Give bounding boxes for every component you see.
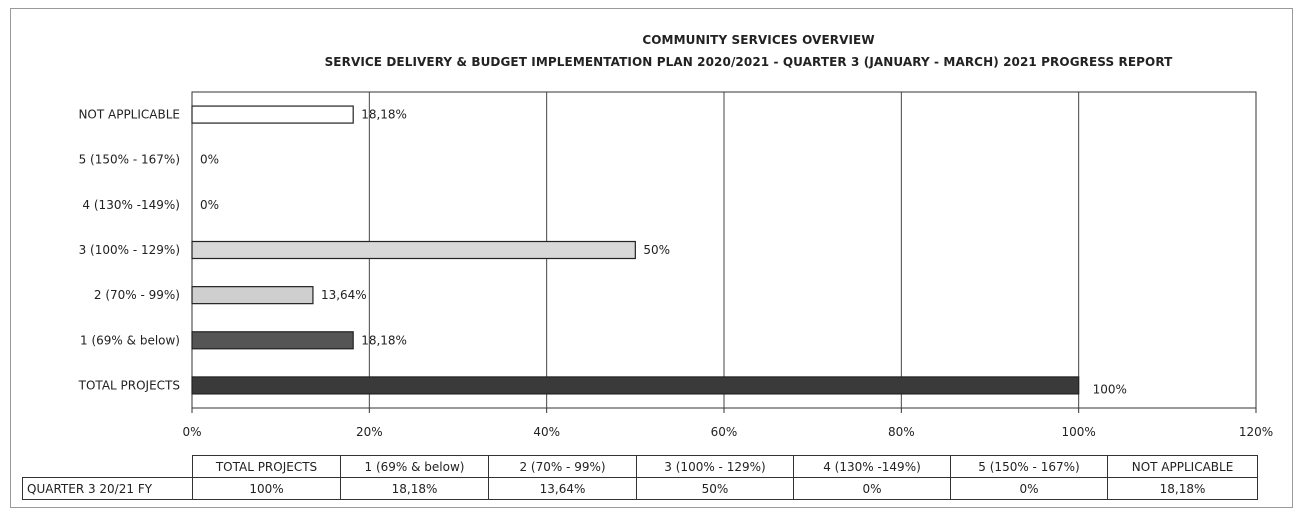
table-cell: 50% bbox=[636, 477, 794, 500]
bar-chart: NOT APPLICABLE 5 (150% - 167%) 4 (130% -14… bbox=[78, 91, 1273, 439]
chart-title: COMMUNITY SERVICES OVERVIEW bbox=[642, 33, 875, 47]
grid-lines bbox=[191, 91, 1257, 413]
data-table: TOTAL PROJECTS 1 (69% & below) 2 (70% - … bbox=[22, 455, 1258, 500]
chart-subtitle: SERVICE DELIVERY & BUDGET IMPLEMENTATION… bbox=[324, 55, 1173, 69]
table-header: 4 (130% -149%) bbox=[793, 455, 951, 478]
category-labels: NOT APPLICABLE 5 (150% - 167%) 4 (130% -14… bbox=[78, 108, 180, 393]
bar bbox=[191, 105, 354, 124]
table-header: 5 (150% - 167%) bbox=[950, 455, 1108, 478]
table-header: 1 (69% & below) bbox=[340, 455, 489, 478]
bar bbox=[191, 376, 1080, 395]
data-label: 0% bbox=[200, 198, 219, 212]
category-label: 1 (69% & below) bbox=[80, 333, 180, 347]
x-tick-label: 40% bbox=[533, 425, 560, 439]
table-cell: 0% bbox=[950, 477, 1108, 500]
x-tick-label: 20% bbox=[356, 425, 383, 439]
data-label: 100% bbox=[1093, 382, 1127, 396]
table-cell: 0% bbox=[793, 477, 951, 500]
x-tick-label: 120% bbox=[1239, 425, 1273, 439]
table-header: 2 (70% - 99%) bbox=[488, 455, 637, 478]
data-label: 13,64% bbox=[321, 288, 367, 302]
table-cell: 18,18% bbox=[1107, 477, 1258, 500]
x-tick-label: 60% bbox=[711, 425, 738, 439]
data-label: 0% bbox=[200, 153, 219, 167]
category-label: TOTAL PROJECTS bbox=[78, 378, 180, 392]
x-tick-label: 100% bbox=[1062, 425, 1096, 439]
table-header: TOTAL PROJECTS bbox=[192, 455, 341, 478]
table-header: NOT APPLICABLE bbox=[1107, 455, 1258, 478]
table-cell: 100% bbox=[192, 477, 341, 500]
table-cell: 18,18% bbox=[340, 477, 489, 500]
table-row: QUARTER 3 20/21 FY 100% 18,18% 13,64% 50… bbox=[22, 477, 1258, 500]
table-cell: 13,64% bbox=[488, 477, 637, 500]
bar bbox=[191, 240, 636, 260]
data-label: 18,18% bbox=[361, 333, 407, 347]
category-label: 5 (150% - 167%) bbox=[79, 153, 180, 167]
x-tick-label: 80% bbox=[888, 425, 915, 439]
bar bbox=[191, 331, 354, 350]
chart-frame bbox=[10, 8, 1293, 508]
category-label: NOT APPLICABLE bbox=[78, 108, 180, 122]
data-label: 50% bbox=[643, 243, 670, 257]
category-label: 4 (130% -149%) bbox=[82, 198, 180, 212]
category-label: 3 (100% - 129%) bbox=[79, 243, 180, 257]
table-corner bbox=[23, 456, 193, 478]
bar bbox=[191, 286, 314, 305]
data-label: 18,18% bbox=[361, 108, 407, 122]
x-tick-label: 0% bbox=[182, 425, 201, 439]
table-header-row: TOTAL PROJECTS 1 (69% & below) 2 (70% - … bbox=[23, 455, 1258, 478]
table-row-label: QUARTER 3 20/21 FY bbox=[22, 477, 193, 500]
data-labels: 18,18% 0% 0% 50% 13,64% 18,18% 100% bbox=[200, 108, 1127, 397]
bars bbox=[191, 105, 1080, 395]
table-header: 3 (100% - 129%) bbox=[636, 455, 794, 478]
category-label: 2 (70% - 99%) bbox=[94, 288, 180, 302]
x-tick-labels: 0% 20% 40% 60% 80% 100% 120% bbox=[182, 425, 1273, 439]
